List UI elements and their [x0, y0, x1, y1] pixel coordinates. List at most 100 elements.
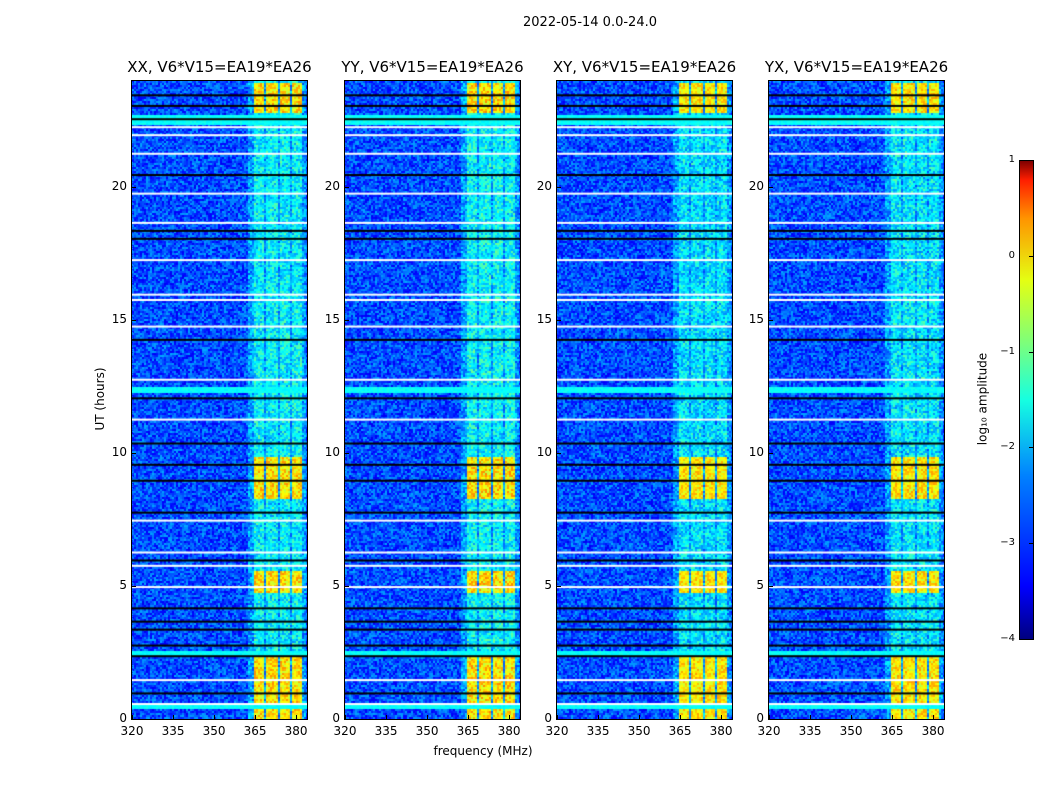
panel-title: XX, V6*V15=EA19*EA26 [127, 58, 312, 76]
y-tick-mark [345, 453, 349, 455]
x-tick-label: 380 [921, 724, 945, 738]
y-tick-mark [557, 719, 561, 720]
y-tick-label: 5 [756, 578, 764, 593]
panel-title: YX, V6*V15=EA19*EA26 [764, 58, 949, 76]
x-tick-label: 380 [709, 724, 733, 738]
x-tick-label: 335 [374, 724, 398, 738]
y-tick-label: 5 [544, 578, 552, 593]
y-tick-mark [132, 453, 136, 455]
y-tick-mark [769, 719, 773, 720]
y-tick-mark [345, 586, 349, 588]
y-tick-mark [769, 453, 773, 455]
x-tick-mark [386, 715, 388, 719]
heatmap-canvas [557, 81, 732, 719]
y-tick-mark [345, 320, 349, 322]
y-tick-label: 15 [111, 312, 127, 327]
y-tick-label: 15 [536, 312, 552, 327]
y-tick-label: 20 [324, 179, 340, 194]
x-tick-mark [173, 715, 175, 719]
y-tick-label: 0 [332, 711, 340, 725]
y-tick-mark [557, 187, 561, 189]
heatmap-canvas [132, 81, 307, 719]
panel-title: YY, V6*V15=EA19*EA26 [341, 58, 524, 76]
figure-title: 2022-05-14 0.0-24.0 [523, 15, 657, 30]
x-tick-label: 365 [456, 724, 480, 738]
waterfall-panel [344, 80, 521, 720]
colorbar-tick-label: −4 [1000, 633, 1015, 644]
y-tick-label: 20 [748, 179, 764, 194]
x-tick-mark [810, 715, 812, 719]
y-tick-label: 0 [119, 711, 127, 725]
x-tick-label: 365 [668, 724, 692, 738]
waterfall-panel [131, 80, 308, 720]
y-tick-label: 10 [748, 445, 764, 460]
y-tick-label: 10 [324, 445, 340, 460]
x-tick-label: 365 [880, 724, 904, 738]
colorbar-tick-label: 0 [1008, 249, 1015, 261]
colorbar-tick-mark [1029, 639, 1033, 640]
x-tick-mark [892, 715, 894, 719]
y-tick-mark [557, 320, 561, 322]
heatmap-canvas [345, 81, 520, 719]
y-tick-mark [132, 586, 136, 588]
colorbar-tick-mark [1029, 351, 1033, 353]
waterfall-panel [556, 80, 733, 720]
colorbar-tick-label: −2 [1000, 441, 1015, 453]
colorbar-tick-mark [1029, 255, 1033, 257]
y-tick-label: 0 [756, 711, 764, 725]
x-tick-mark [296, 715, 298, 719]
x-tick-mark [132, 715, 133, 719]
y-tick-mark [769, 320, 773, 322]
colorbar [1019, 160, 1034, 640]
x-tick-mark [598, 715, 600, 719]
x-tick-label: 335 [798, 724, 822, 738]
y-tick-label: 20 [536, 179, 552, 194]
panel-title: XY, V6*V15=EA19*EA26 [552, 58, 737, 76]
x-tick-label: 380 [497, 724, 521, 738]
colorbar-tick-label: 1 [1008, 154, 1015, 165]
x-tick-label: 350 [627, 724, 651, 738]
y-tick-mark [132, 719, 136, 720]
y-tick-label: 15 [748, 312, 764, 327]
x-tick-mark [345, 715, 346, 719]
x-tick-label: 350 [839, 724, 863, 738]
x-axis-label: frequency (MHz) [433, 744, 533, 758]
y-tick-mark [132, 320, 136, 322]
y-tick-label: 15 [324, 312, 340, 327]
y-tick-label: 10 [111, 445, 127, 460]
x-tick-mark [680, 715, 682, 719]
x-tick-mark [769, 715, 770, 719]
x-tick-label: 320 [333, 724, 357, 738]
y-tick-mark [557, 586, 561, 588]
x-tick-label: 320 [757, 724, 781, 738]
x-tick-label: 350 [415, 724, 439, 738]
x-tick-mark [427, 715, 429, 719]
x-tick-label: 320 [545, 724, 569, 738]
y-tick-label: 5 [332, 578, 340, 593]
y-tick-mark [345, 719, 349, 720]
y-tick-label: 5 [119, 578, 127, 593]
colorbar-tick-mark [1029, 160, 1033, 161]
x-tick-mark [255, 715, 257, 719]
x-tick-label: 335 [161, 724, 185, 738]
colorbar-tick-label: −1 [1000, 345, 1015, 357]
y-tick-mark [769, 586, 773, 588]
x-tick-mark [509, 715, 511, 719]
x-tick-mark [214, 715, 216, 719]
x-tick-label: 350 [202, 724, 226, 738]
x-tick-label: 380 [284, 724, 308, 738]
colorbar-tick-label: −3 [1000, 537, 1015, 549]
y-tick-label: 20 [111, 179, 127, 194]
x-tick-mark [933, 715, 935, 719]
y-tick-label: 10 [536, 445, 552, 460]
y-tick-label: 0 [544, 711, 552, 725]
x-tick-mark [639, 715, 641, 719]
x-tick-mark [557, 715, 558, 719]
x-tick-mark [851, 715, 853, 719]
colorbar-tick-mark [1029, 447, 1033, 449]
y-tick-mark [345, 187, 349, 189]
x-tick-mark [721, 715, 723, 719]
x-tick-label: 365 [243, 724, 267, 738]
y-tick-mark [132, 187, 136, 189]
